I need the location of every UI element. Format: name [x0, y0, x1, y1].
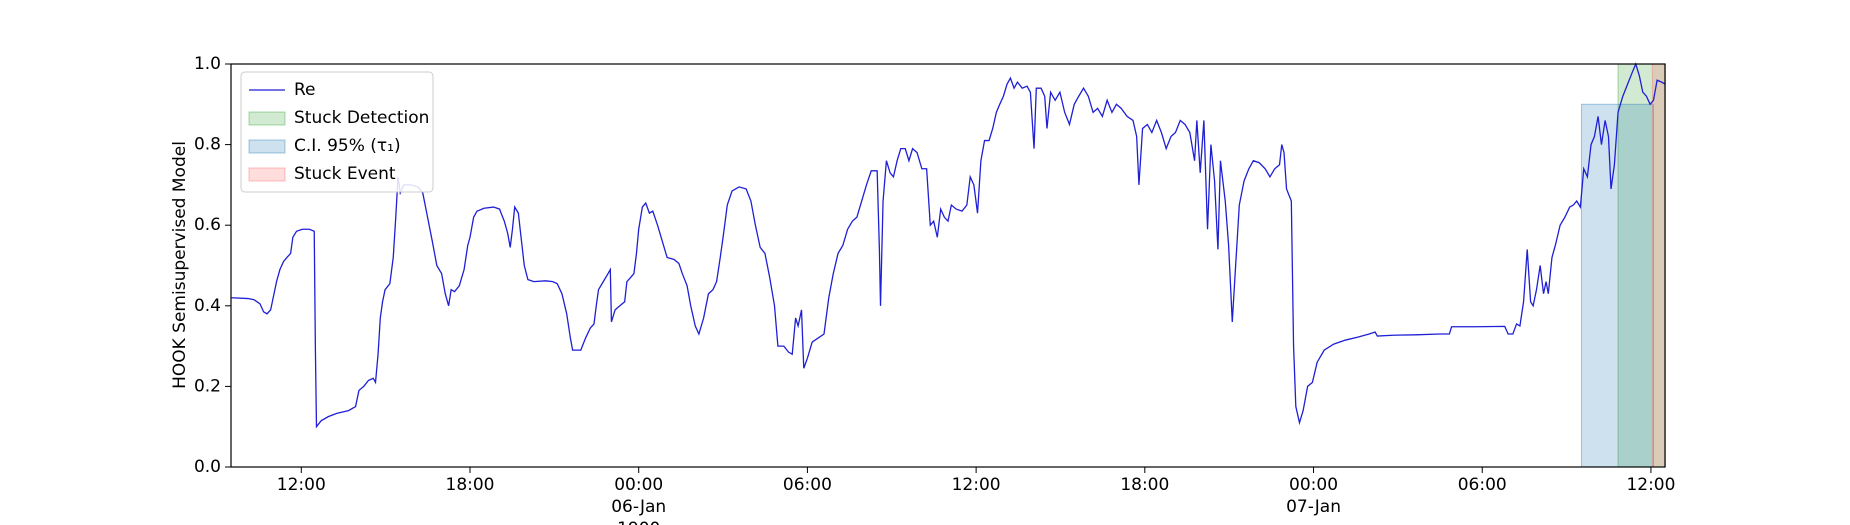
y-tick-label: 0.8 — [194, 135, 221, 155]
span — [1617, 63, 1666, 468]
x-tick-label: 07-Jan — [1286, 497, 1341, 517]
span — [1580, 103, 1654, 468]
legend-patch — [248, 139, 286, 154]
x-tick-label: 06:00 — [783, 475, 832, 495]
y-tick-label: 0.6 — [194, 215, 221, 235]
legend-label: Re — [294, 80, 316, 100]
x-tick-label: 12:00 — [952, 475, 1001, 495]
legend-label: C.I. 95% (τ₁) — [294, 136, 401, 156]
legend-label: Stuck Event — [294, 164, 396, 184]
y-tick-label: 1.0 — [194, 54, 221, 74]
x-tick-label: 18:00 — [446, 475, 495, 495]
y-tick-label: 0.4 — [194, 296, 221, 316]
plot-frame — [230, 63, 1666, 468]
data-line — [231, 62, 1666, 429]
legend-box — [240, 71, 434, 193]
x-tick-label: 06-Jan — [611, 497, 666, 517]
legend-patch — [248, 167, 286, 182]
x-tick-label: 00:00 — [1289, 475, 1338, 495]
x-tick-label: 1900 — [617, 519, 660, 525]
x-tick-label: 06:00 — [1458, 475, 1507, 495]
legend-patch — [248, 111, 286, 126]
x-tick-label: 18:00 — [1120, 475, 1169, 495]
legend-label: Stuck Detection — [294, 108, 429, 128]
y-tick-label: 0.2 — [194, 376, 221, 396]
x-tick-label: 00:00 — [614, 475, 663, 495]
y-axis-label: HOOK Semisupervised Model — [170, 141, 190, 389]
x-tick-label: 12:00 — [1626, 475, 1675, 495]
span — [1651, 63, 1666, 468]
x-tick-label: 12:00 — [277, 475, 326, 495]
y-tick-label: 0.0 — [194, 457, 221, 477]
